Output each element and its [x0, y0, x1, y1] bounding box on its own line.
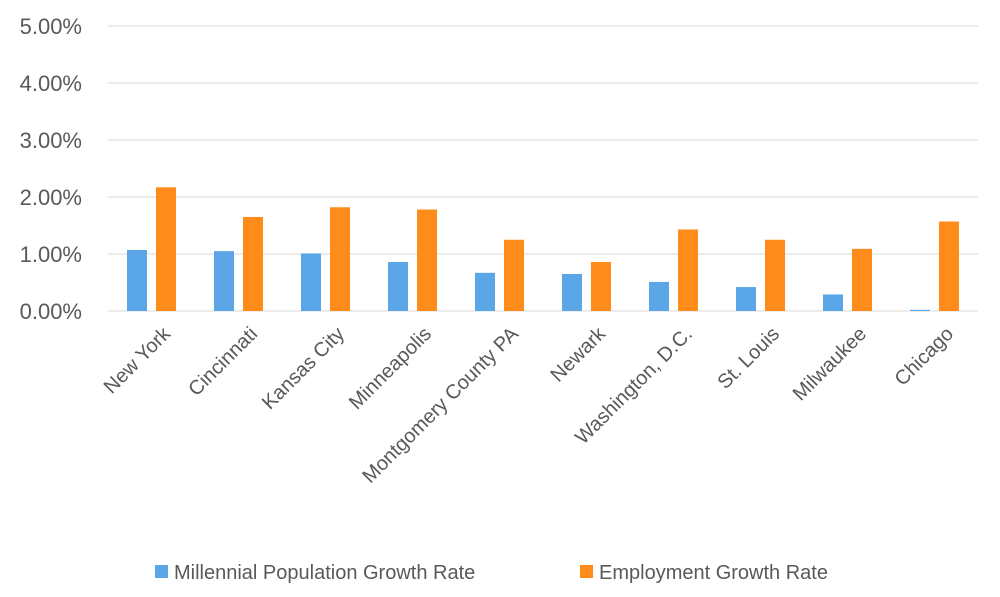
bar-employment [243, 216, 263, 311]
legend-label: Millennial Population Growth Rate [174, 562, 475, 584]
bar-millennial [736, 287, 756, 311]
bar-millennial [823, 294, 843, 311]
bar-employment [156, 187, 176, 311]
x-tick-label: Cincinnati [184, 323, 262, 401]
y-tick-label: 2.00% [20, 185, 82, 210]
bar-employment [852, 248, 872, 311]
bar-millennial [127, 250, 147, 311]
bar-employment [504, 239, 524, 311]
bar-millennial [649, 281, 669, 311]
gridlines [108, 25, 978, 312]
bars [127, 187, 959, 311]
x-tick-label: New York [100, 322, 176, 398]
bar-employment [417, 209, 437, 311]
x-tick-label: Milwaukee [789, 323, 871, 405]
bar-millennial [214, 251, 234, 311]
bar-employment [678, 229, 698, 311]
bar-employment [939, 221, 959, 311]
legend: Millennial Population Growth Rate Employm… [155, 562, 828, 584]
x-tick-label: Chicago [891, 323, 958, 390]
x-tick-label: Kansas City [258, 323, 349, 414]
legend-label: Employment Growth Rate [599, 562, 828, 584]
bar-millennial [301, 253, 321, 311]
bar-millennial [562, 273, 582, 311]
x-tick-label: Newark [547, 322, 611, 386]
x-tick-label: Minneapolis [345, 323, 436, 414]
legend-swatch [580, 565, 593, 578]
y-tick-label: 5.00% [20, 14, 82, 39]
legend-item: Millennial Population Growth Rate [155, 562, 475, 584]
bar-employment [591, 261, 611, 311]
bar-millennial [910, 309, 930, 311]
x-tick-label: Montgomery County PA [358, 323, 523, 488]
y-tick-label: 4.00% [20, 71, 82, 96]
y-tick-label: 0.00% [20, 299, 82, 324]
bar-employment [765, 239, 785, 311]
legend-item: Employment Growth Rate [580, 562, 828, 584]
bar-employment [330, 207, 350, 311]
y-tick-label: 3.00% [20, 128, 82, 153]
bar-millennial [388, 261, 408, 311]
y-tick-label: 1.00% [20, 242, 82, 267]
legend-swatch [155, 565, 168, 578]
x-tick-label: St. Louis [713, 323, 784, 394]
bar-millennial [475, 272, 495, 311]
y-axis-ticks: 0.00% 1.00% 2.00% 3.00% 4.00% 5.00% [20, 14, 82, 324]
